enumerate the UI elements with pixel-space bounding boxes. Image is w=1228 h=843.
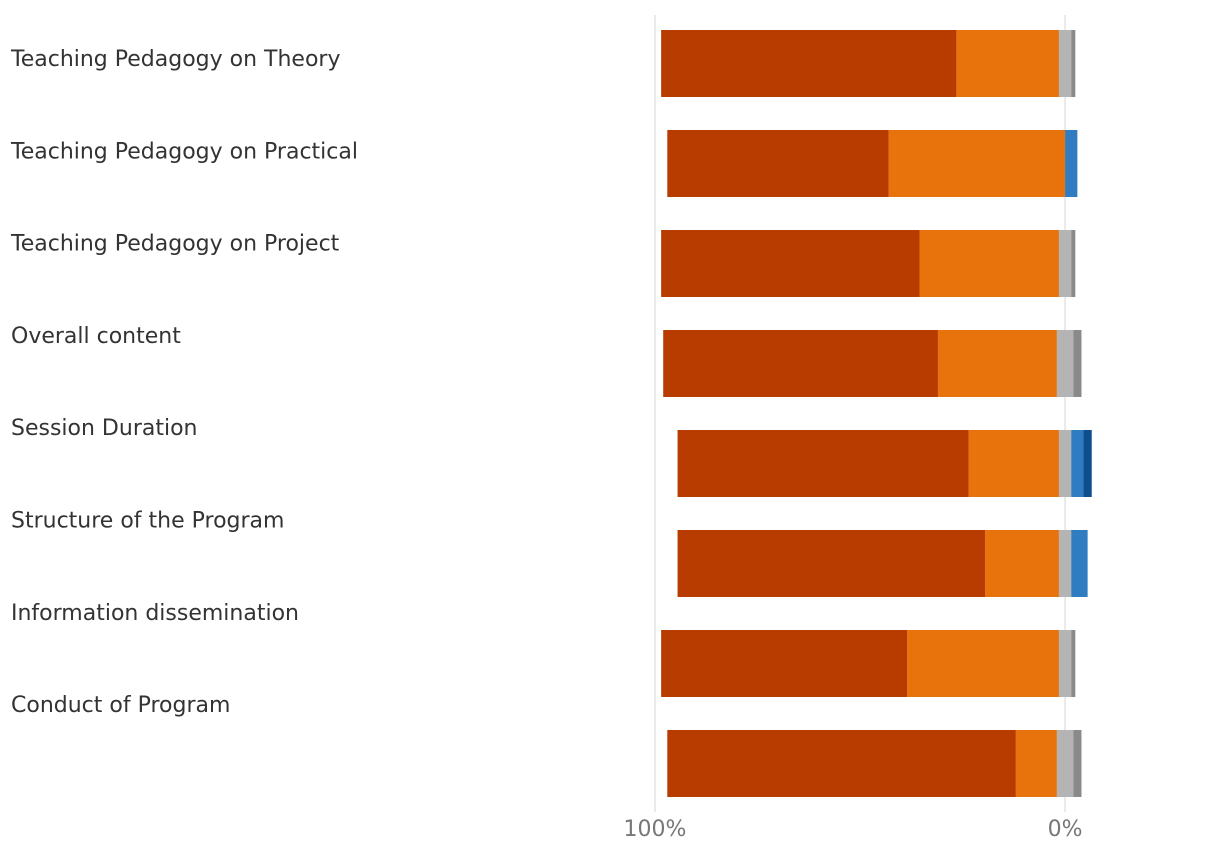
category-label: Teaching Pedagogy on Practical (10, 139, 358, 164)
bar-segment (919, 230, 1059, 297)
bar-segment (677, 430, 969, 497)
bar-segment (677, 530, 986, 597)
x-tick-label: 0% (1048, 817, 1083, 842)
bar-segment (1058, 30, 1072, 97)
bar-segment (907, 630, 1059, 697)
category-label: Structure of the Program (11, 509, 284, 534)
bar-segment (1058, 630, 1072, 697)
x-tick-label: 100% (624, 817, 687, 842)
bar-segment (1073, 730, 1082, 797)
bar-segment (985, 530, 1059, 597)
bar-segment (1071, 630, 1076, 697)
category-label: Information dissemination (11, 601, 299, 626)
bar-segment (968, 430, 1059, 497)
bar-segment (1071, 30, 1076, 97)
bar-segment (1058, 430, 1072, 497)
bar-segment (1073, 330, 1082, 397)
bar-segment (661, 630, 908, 697)
bar-segment (888, 130, 1066, 197)
category-label: Session Duration (11, 416, 197, 441)
bar-segment (1058, 530, 1072, 597)
bar-segment (1083, 430, 1092, 497)
bar-segment (1071, 230, 1076, 297)
bar-segment (1056, 330, 1074, 397)
category-label: Overall content (11, 324, 181, 349)
bar-segment (956, 30, 1059, 97)
bar-segment (667, 730, 1016, 797)
bar-segment (1058, 230, 1072, 297)
category-label: Teaching Pedagogy on Theory (10, 47, 340, 72)
category-label: Teaching Pedagogy on Project (10, 232, 340, 257)
bar-segment (667, 130, 889, 197)
bar-segment (1065, 130, 1078, 197)
bar-segment (1071, 530, 1088, 597)
bar-segment (1056, 730, 1074, 797)
category-label: Conduct of Program (11, 693, 230, 718)
bar-segment (937, 330, 1057, 397)
bar-segment (1071, 430, 1084, 497)
bar-segment (661, 230, 920, 297)
bar-segment (661, 30, 957, 97)
bar-segment (663, 330, 938, 397)
bar-segment (1015, 730, 1057, 797)
